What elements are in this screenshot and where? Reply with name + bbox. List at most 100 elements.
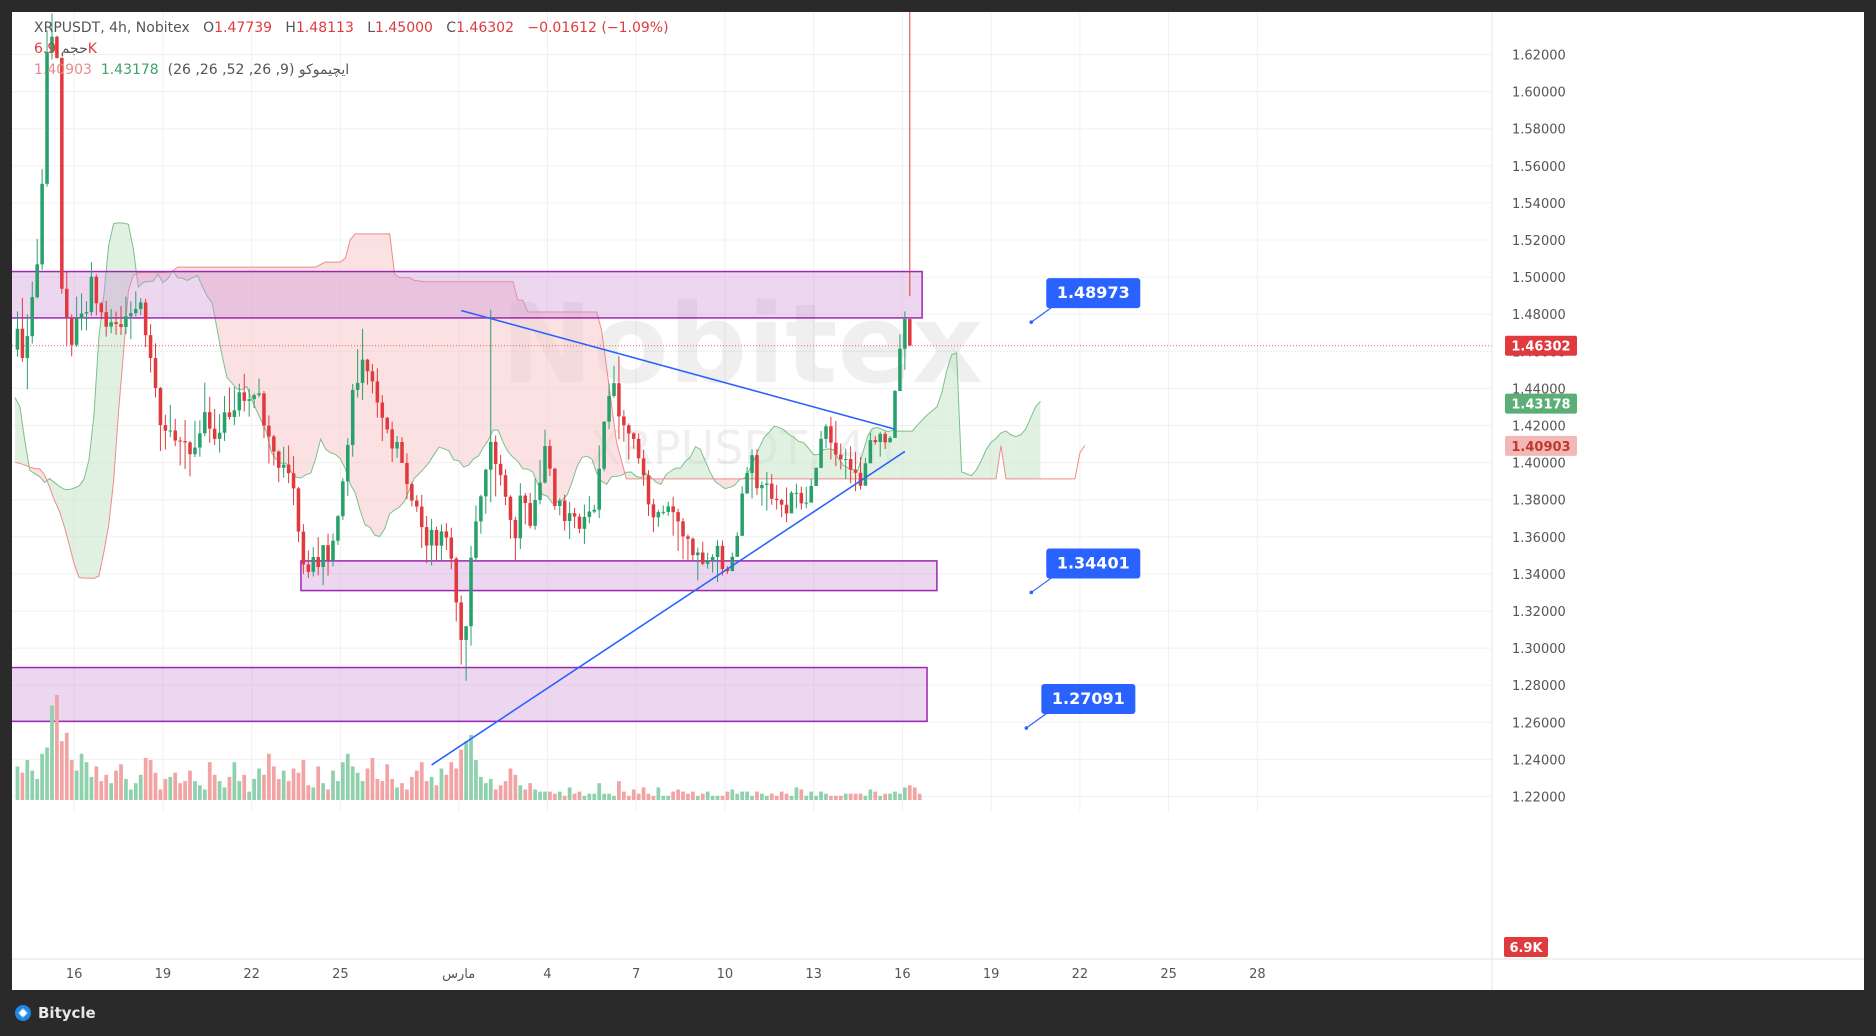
bottom-bar (0, 994, 1876, 1036)
volume-bar (148, 760, 153, 800)
volume-bar (479, 776, 483, 800)
y-axis-bg (1492, 12, 1864, 990)
price-badge-label: 1.46302 (1511, 340, 1570, 355)
zone-2 (300, 560, 938, 592)
cloud-segment (453, 281, 459, 461)
cloud-segment (680, 461, 686, 479)
volume-bar (183, 781, 187, 800)
ichimoku-span-b (14, 233, 1086, 579)
volume-bar (577, 791, 582, 800)
cloud-segment (414, 280, 420, 479)
cloud-segment (503, 281, 508, 452)
cloud-segment (296, 267, 301, 478)
candle-body (217, 432, 222, 439)
cloud-segment (325, 262, 331, 453)
volume-bar (434, 785, 439, 800)
cloud-segment (236, 267, 242, 390)
candle-body (272, 436, 276, 452)
legend-ichimoku-b: 1.40903 (34, 62, 92, 78)
volume-bar (84, 762, 89, 800)
volume-bar (503, 781, 508, 800)
candle-body (390, 429, 394, 449)
candle-body (577, 516, 582, 529)
candle-body (676, 512, 680, 522)
cloud-segment (581, 311, 587, 458)
volume-bar (631, 789, 636, 800)
callout-label: 1.48973 (1057, 283, 1130, 302)
volume-bar (380, 781, 385, 800)
volume-bar (390, 779, 395, 800)
cloud-segment (591, 311, 597, 474)
candle-body (656, 512, 661, 518)
price-badge (1505, 435, 1577, 456)
candle-body (331, 540, 335, 561)
volume-bar (153, 772, 158, 800)
legend-low-label: L (367, 20, 376, 36)
cloud-segment (113, 222, 119, 482)
candle-body (148, 335, 153, 358)
candle-body (464, 626, 468, 640)
cloud-segment (143, 272, 149, 283)
candle-body (341, 481, 345, 517)
volume-bar (454, 768, 459, 800)
volume-bar (414, 770, 419, 800)
volume-bar (30, 770, 35, 800)
candle-body (306, 564, 311, 572)
candle-body (163, 425, 168, 431)
candle-body (188, 442, 192, 455)
trendline-1 (460, 309, 896, 430)
candle-body (893, 391, 897, 438)
candle-body (286, 464, 291, 474)
volume-bar (79, 753, 84, 800)
volume-bar (109, 783, 113, 800)
volume-bar (533, 789, 537, 800)
volume-bar (232, 762, 237, 800)
volume-bar (74, 770, 79, 800)
ichimoku-cloud (14, 222, 1086, 579)
price-callouts: 1.48973 1.34401 1.27091 (1024, 278, 1141, 730)
volume-bar (824, 793, 828, 800)
volume-bar (40, 753, 44, 800)
candle-body (789, 492, 794, 514)
candle-body (84, 312, 89, 314)
candle-body (203, 412, 207, 434)
volume-bar (99, 781, 104, 800)
volume-bar (419, 762, 424, 800)
cloud-segment (902, 431, 908, 479)
y-tick-label: 1.32000 (1512, 605, 1566, 620)
cloud-segment (54, 482, 60, 512)
volume-bar (651, 795, 656, 800)
legend-volume-value: 6.9K (34, 41, 97, 57)
candle-body (355, 383, 360, 390)
volume-bar (548, 791, 552, 800)
cloud-segment (345, 239, 351, 485)
volume-bar (444, 774, 449, 800)
cloud-segment (251, 267, 257, 411)
x-tick-label: 25 (332, 967, 349, 982)
candle-body (602, 421, 606, 469)
candle-body (582, 516, 587, 529)
candle-body (45, 52, 49, 184)
volume-bar (710, 795, 715, 800)
volume-bar (69, 760, 74, 800)
volume-bar (868, 789, 873, 800)
volume-bar (833, 795, 838, 800)
volume-bar (567, 787, 572, 800)
candle-body (350, 389, 355, 445)
cloud-segment (315, 264, 321, 459)
volume-bar (878, 795, 883, 800)
candle-body (326, 545, 330, 561)
volume-bar (552, 793, 557, 800)
candle-body (848, 459, 853, 470)
cloud-segment (912, 425, 918, 479)
x-tick-label: 25 (1160, 967, 1177, 982)
cloud-segment (808, 448, 814, 479)
candle-body (523, 495, 528, 504)
candle-body (459, 602, 463, 640)
volume-bar (883, 793, 888, 800)
candle-body (691, 538, 695, 556)
volume-bar (405, 789, 409, 800)
cloud-segment (557, 311, 563, 502)
legend-volume-label: حجم (60, 41, 88, 57)
